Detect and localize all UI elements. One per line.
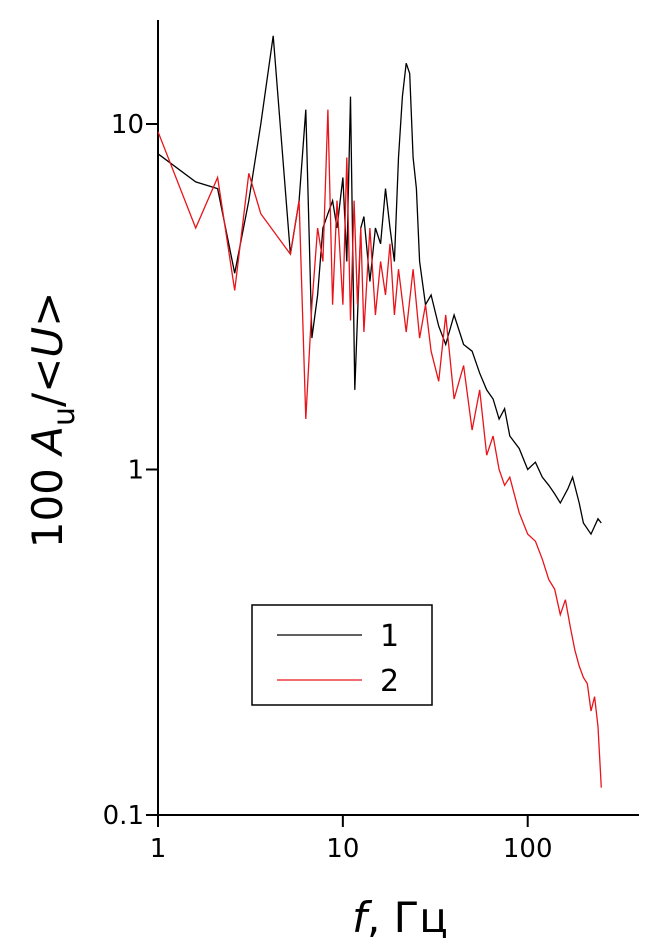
x-tick-label: 1: [150, 834, 167, 864]
y-axis-label: 100 Au/<U>: [23, 292, 82, 549]
y-tick-label: 10: [111, 110, 144, 140]
series-line: [157, 35, 602, 536]
x-tick-label: 10: [326, 834, 359, 864]
y-tick-label: 1: [127, 456, 144, 486]
legend-label: 1: [380, 619, 399, 654]
y-label-part: u: [47, 407, 82, 426]
series-line: [157, 109, 602, 788]
y-tick-label: 0.1: [103, 801, 144, 831]
y-label-part: 100: [23, 455, 72, 549]
y-label-part: A: [23, 426, 72, 458]
x-tick-label: 100: [503, 834, 553, 864]
legend-label: 2: [380, 664, 399, 699]
y-label-part: U: [23, 327, 72, 358]
x-axis-label: f, Гц: [352, 893, 448, 942]
y-label-part: /<: [23, 358, 72, 407]
legend-box: [251, 604, 433, 706]
x-label-part: , Гц: [367, 893, 448, 942]
y-label-part: >: [23, 292, 72, 327]
